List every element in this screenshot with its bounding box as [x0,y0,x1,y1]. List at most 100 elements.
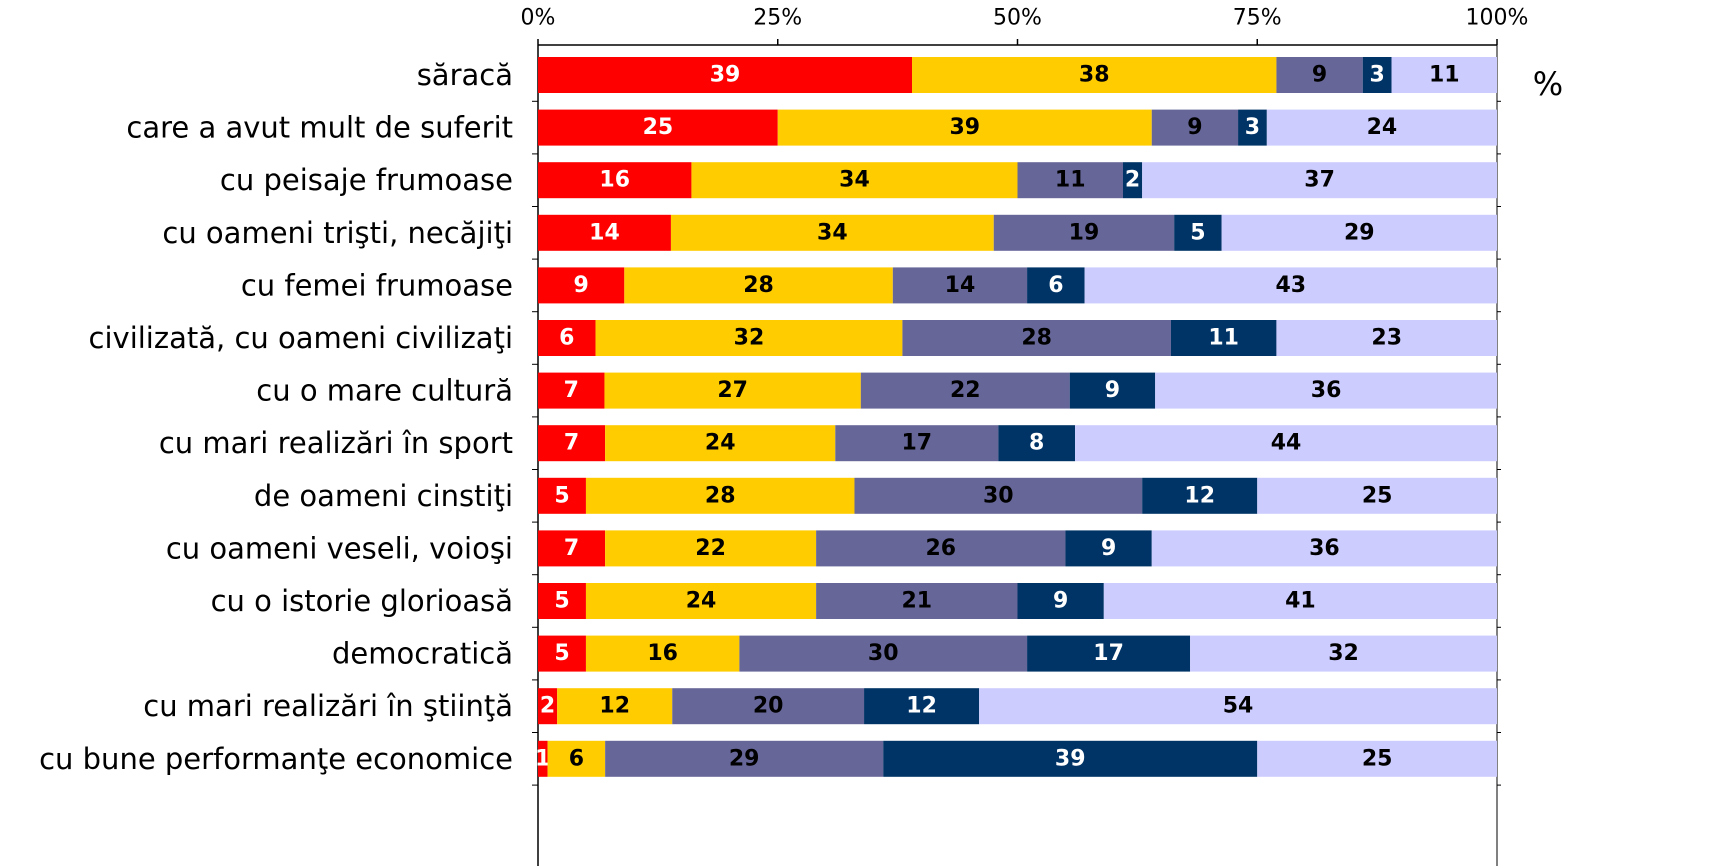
data-label: 9 [1053,589,1068,614]
bar-segment [538,372,605,409]
bar-segment [1257,477,1497,514]
data-label: 17 [901,431,932,456]
data-label: 6 [1048,273,1063,298]
bar-segment [1027,267,1085,304]
data-label: 25 [1362,746,1393,771]
bar-segment [993,214,1175,251]
bar-segment [538,57,913,93]
bar-segment [902,320,1171,356]
data-label: 11 [1429,63,1460,88]
x-tick-label: 50% [993,6,1042,31]
data-label: 12 [599,694,630,719]
data-label: 14 [945,273,976,298]
bar-segment [538,740,548,777]
data-label: 28 [743,273,774,298]
data-label: 7 [564,536,579,561]
x-tick-label: 75% [1233,6,1282,31]
bar-segment [1221,214,1497,251]
data-label: 44 [1271,431,1302,456]
data-label: 22 [950,378,981,403]
x-tick-label: 100% [1466,6,1529,31]
data-label: 17 [1093,641,1124,666]
data-label: 34 [817,220,848,245]
bar-segment [860,372,1070,409]
data-label: 25 [643,115,674,140]
bar-segment [1075,425,1497,462]
bar-segment [1142,162,1497,199]
data-label: 39 [710,63,741,88]
x-tick-label: 25% [753,6,802,31]
bar-segment [1155,372,1497,409]
bar-segment [1276,57,1363,93]
bar-segment [1266,109,1497,146]
category-label: cu femei frumoase [241,268,513,302]
data-label: 8 [1029,431,1044,456]
bar-segment [538,688,558,725]
category-label: civilizată, cu oameni civilizaţi [89,321,513,355]
bar-segment [816,583,1018,619]
category-label: cu oameni veseli, voioşi [166,531,513,565]
data-label: 27 [717,378,748,403]
category-label: cu o istorie glorioasă [211,584,513,618]
bar-segment [604,372,861,409]
data-label: 16 [599,168,630,193]
bar-segment [691,162,1018,199]
bar-segment [538,477,586,514]
x-tick-label: 0% [521,6,556,31]
bar-segment [1238,109,1267,146]
data-label: 5 [1190,220,1205,245]
data-label: 5 [554,589,569,614]
bar-segment [1276,320,1497,356]
bar-segment [538,530,606,567]
data-label: 2 [540,694,555,719]
data-label: 29 [1344,220,1375,245]
bar-segment [585,583,817,619]
bar-segment [1151,109,1239,146]
data-label: 39 [1055,746,1086,771]
unit-annotation: % [1533,65,1563,103]
bar-segment [672,688,865,725]
bar-segment [1190,635,1497,672]
bar-segment [1017,162,1123,199]
data-label: 7 [564,431,579,456]
bar-segment [1257,740,1497,777]
data-label: 30 [868,641,899,666]
bar-segment [547,740,606,777]
bar-segment [854,477,1143,514]
category-label: cu o mare cultură [256,374,513,408]
data-label: 36 [1309,536,1340,561]
bar-segment [605,425,836,462]
data-label: 6 [559,326,574,351]
data-label: 9 [1312,63,1327,88]
data-label: 7 [564,378,579,403]
data-label: 38 [1079,63,1110,88]
bar-segment [1362,57,1392,93]
data-label: 41 [1285,589,1316,614]
data-label: 29 [729,746,760,771]
category-label: care a avut mult de suferit [126,111,513,145]
data-label: 54 [1223,694,1254,719]
bar-segment [1122,162,1143,199]
category-label: cu oameni trişti, necăjiţi [162,216,513,250]
bar-segment [538,214,671,251]
data-label: 6 [569,746,584,771]
bar-segment [538,162,692,199]
data-label: 11 [1208,326,1239,351]
data-label: 36 [1311,378,1342,403]
data-label: 28 [705,483,736,508]
data-label: 14 [589,220,620,245]
data-label: 23 [1371,326,1402,351]
data-label: 9 [573,273,588,298]
bar-segment [538,635,586,672]
bar-segment [1069,372,1156,409]
bar-segment [1174,214,1222,251]
data-label: 32 [734,326,765,351]
data-label: 19 [1069,220,1100,245]
data-label: 9 [1105,378,1120,403]
bar-segment [557,688,673,725]
bar-segment [1142,477,1258,514]
data-label: 22 [695,536,726,561]
category-label: cu mari realizări în ştiinţă [143,689,513,723]
category-label: cu mari realizări în sport [159,426,513,460]
bar-segment [538,583,586,619]
